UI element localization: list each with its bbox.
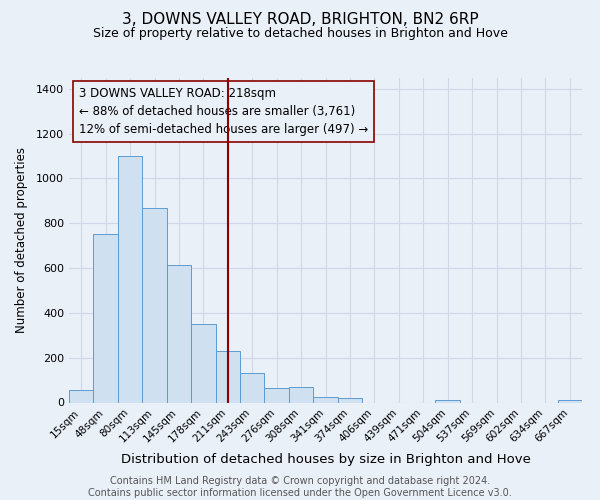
- Bar: [167, 264, 191, 402]
- Bar: [69, 390, 94, 402]
- Bar: [191, 324, 215, 402]
- Bar: [289, 387, 313, 402]
- Text: Size of property relative to detached houses in Brighton and Hove: Size of property relative to detached ho…: [92, 28, 508, 40]
- Bar: [313, 397, 338, 402]
- Bar: [338, 398, 362, 402]
- Bar: [557, 400, 582, 402]
- Bar: [240, 374, 265, 402]
- Bar: [436, 400, 460, 402]
- Bar: [142, 208, 167, 402]
- Bar: [94, 234, 118, 402]
- Bar: [215, 351, 240, 403]
- Text: 3 DOWNS VALLEY ROAD: 218sqm
← 88% of detached houses are smaller (3,761)
12% of : 3 DOWNS VALLEY ROAD: 218sqm ← 88% of det…: [79, 87, 368, 136]
- Bar: [118, 156, 142, 402]
- Bar: [265, 388, 289, 402]
- Y-axis label: Number of detached properties: Number of detached properties: [14, 147, 28, 333]
- Text: 3, DOWNS VALLEY ROAD, BRIGHTON, BN2 6RP: 3, DOWNS VALLEY ROAD, BRIGHTON, BN2 6RP: [122, 12, 478, 28]
- Text: Contains HM Land Registry data © Crown copyright and database right 2024.
Contai: Contains HM Land Registry data © Crown c…: [88, 476, 512, 498]
- X-axis label: Distribution of detached houses by size in Brighton and Hove: Distribution of detached houses by size …: [121, 452, 530, 466]
